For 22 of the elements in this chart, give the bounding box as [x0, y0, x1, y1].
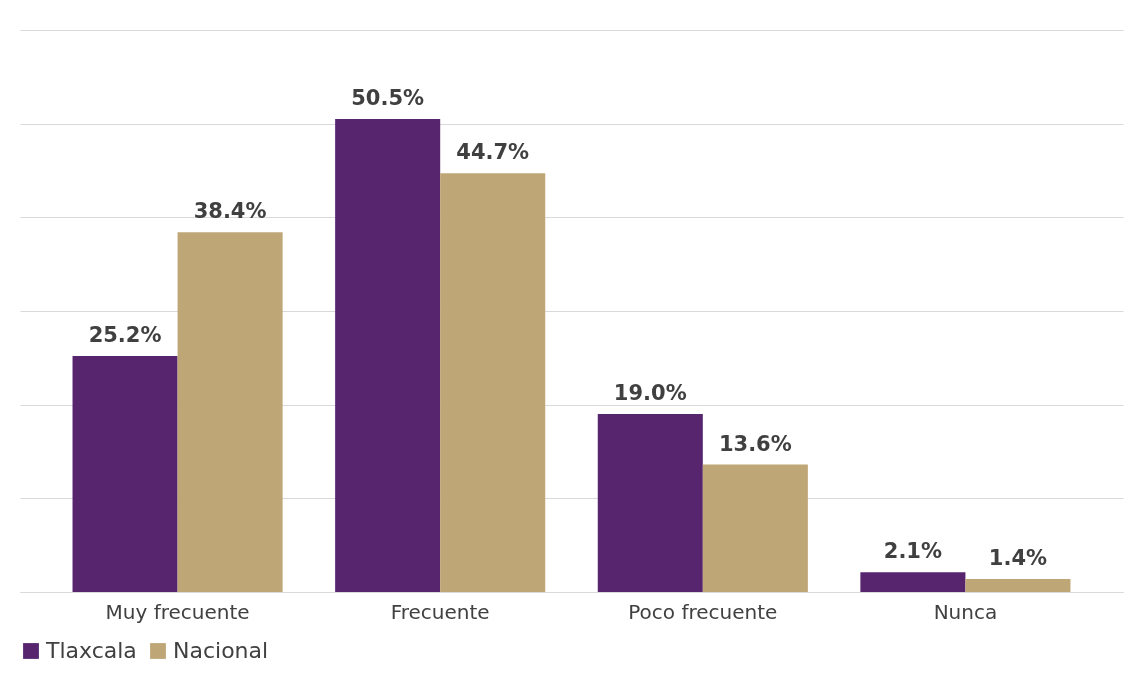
bar — [72, 355, 178, 592]
bar — [597, 414, 703, 592]
bar — [702, 464, 808, 592]
data-label: 2.1% — [883, 539, 943, 564]
bar — [335, 118, 441, 592]
legend-label: Tlaxcala — [45, 638, 137, 663]
data-label: 50.5% — [351, 85, 425, 110]
bar — [177, 232, 283, 592]
x-tick-label: Muy frecuente — [105, 599, 250, 624]
x-tick-label: Frecuente — [390, 599, 490, 624]
data-label: 38.4% — [193, 199, 267, 224]
data-label: 19.0% — [613, 381, 687, 406]
data-label: 25.2% — [88, 322, 162, 347]
bar — [965, 578, 1071, 592]
bar — [440, 173, 546, 592]
x-tick-label: Poco frecuente — [628, 599, 778, 624]
bar — [860, 572, 966, 592]
data-label: 44.7% — [456, 140, 530, 165]
data-label: 13.6% — [718, 431, 792, 456]
x-tick-label: Nunca — [933, 599, 998, 624]
data-label: 1.4% — [988, 545, 1048, 570]
legend-label: Nacional — [173, 638, 269, 663]
